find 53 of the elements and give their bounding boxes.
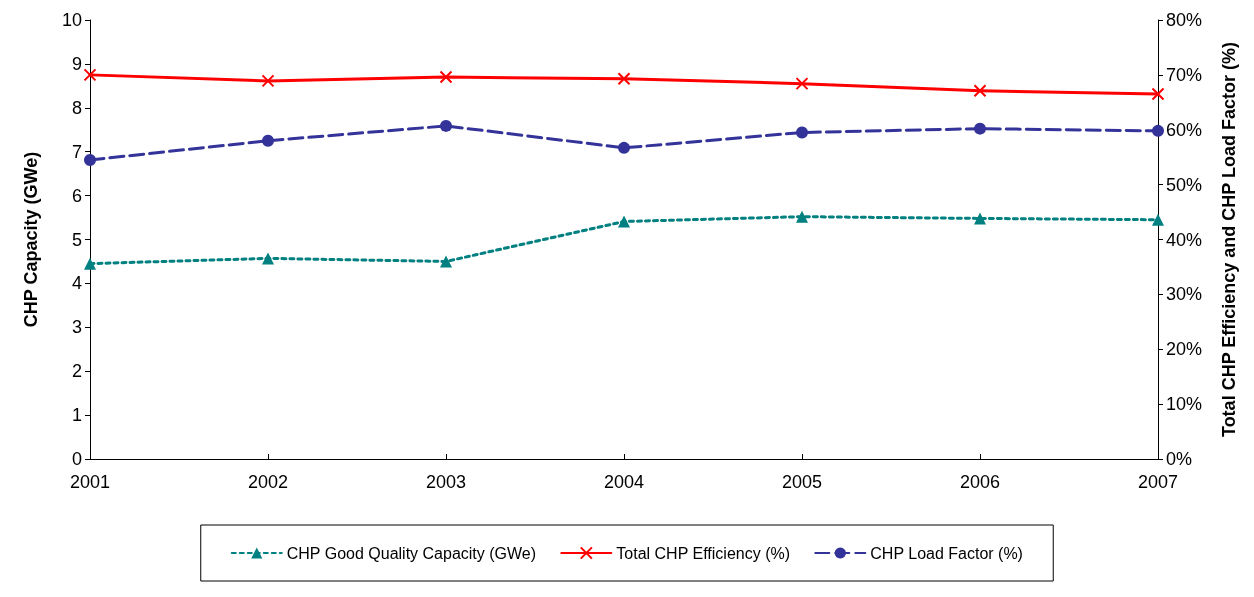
point bbox=[796, 126, 808, 139]
y2-tick-label: 50% bbox=[1166, 174, 1203, 195]
point bbox=[1152, 213, 1164, 226]
x-tick-label: 2006 bbox=[959, 472, 1001, 492]
y-tick-label: 5 bbox=[71, 229, 82, 250]
y2-axis-title: Total CHP Efficiency and CHP Load Factor (%) bbox=[1219, 41, 1239, 438]
point bbox=[618, 141, 630, 154]
point bbox=[261, 74, 275, 88]
y2-tick-label: 70% bbox=[1166, 64, 1203, 85]
y-tick-label: 3 bbox=[71, 317, 82, 338]
x-tick-label: 2007 bbox=[1137, 472, 1179, 492]
y2-tick-label: 60% bbox=[1166, 119, 1203, 140]
point bbox=[440, 255, 452, 268]
point bbox=[795, 77, 809, 91]
y-axis-title: CHP Capacity (GWe) bbox=[21, 151, 41, 328]
x-tick-label: 2001 bbox=[69, 472, 111, 492]
x-tick-label: 2004 bbox=[603, 472, 645, 492]
y-tick-label: 1 bbox=[71, 405, 82, 426]
y2-tick-label: 0% bbox=[1166, 449, 1193, 469]
legend-label: CHP Load Factor (%) bbox=[870, 544, 1023, 562]
y2-tick-label: 80% bbox=[1166, 10, 1203, 30]
legend-label: Total CHP Efficiency (%) bbox=[616, 544, 791, 562]
y-tick-label: 9 bbox=[71, 53, 82, 74]
point bbox=[84, 257, 96, 270]
point bbox=[617, 72, 631, 86]
y-tick-label: 0 bbox=[71, 449, 82, 469]
y2-tick-label: 20% bbox=[1166, 339, 1203, 360]
y2-tick-label: 40% bbox=[1166, 229, 1203, 250]
point bbox=[1152, 124, 1164, 137]
point bbox=[974, 122, 986, 135]
point bbox=[974, 212, 986, 225]
y2-tick-label: 30% bbox=[1166, 284, 1203, 305]
point bbox=[262, 134, 274, 147]
legend-label: CHP Good Quality Capacity (GWe) bbox=[286, 544, 537, 562]
y2-tick-label: 10% bbox=[1166, 394, 1203, 415]
y-tick-label: 10 bbox=[61, 10, 82, 30]
point bbox=[1151, 87, 1165, 101]
x-tick-label: 2002 bbox=[247, 472, 289, 492]
y-tick-label: 8 bbox=[71, 97, 82, 118]
y-tick-label: 2 bbox=[71, 361, 82, 382]
y-tick-label: 7 bbox=[71, 141, 82, 162]
x-tick-label: 2003 bbox=[425, 472, 467, 492]
point bbox=[618, 215, 630, 228]
point bbox=[83, 68, 97, 82]
point bbox=[440, 119, 452, 132]
point bbox=[262, 252, 274, 265]
y-tick-label: 6 bbox=[71, 185, 82, 206]
point bbox=[973, 84, 987, 98]
y-tick-label: 4 bbox=[71, 273, 82, 294]
x-tick-label: 2005 bbox=[781, 472, 823, 492]
point bbox=[796, 210, 808, 223]
point bbox=[439, 70, 453, 84]
point bbox=[84, 153, 96, 166]
